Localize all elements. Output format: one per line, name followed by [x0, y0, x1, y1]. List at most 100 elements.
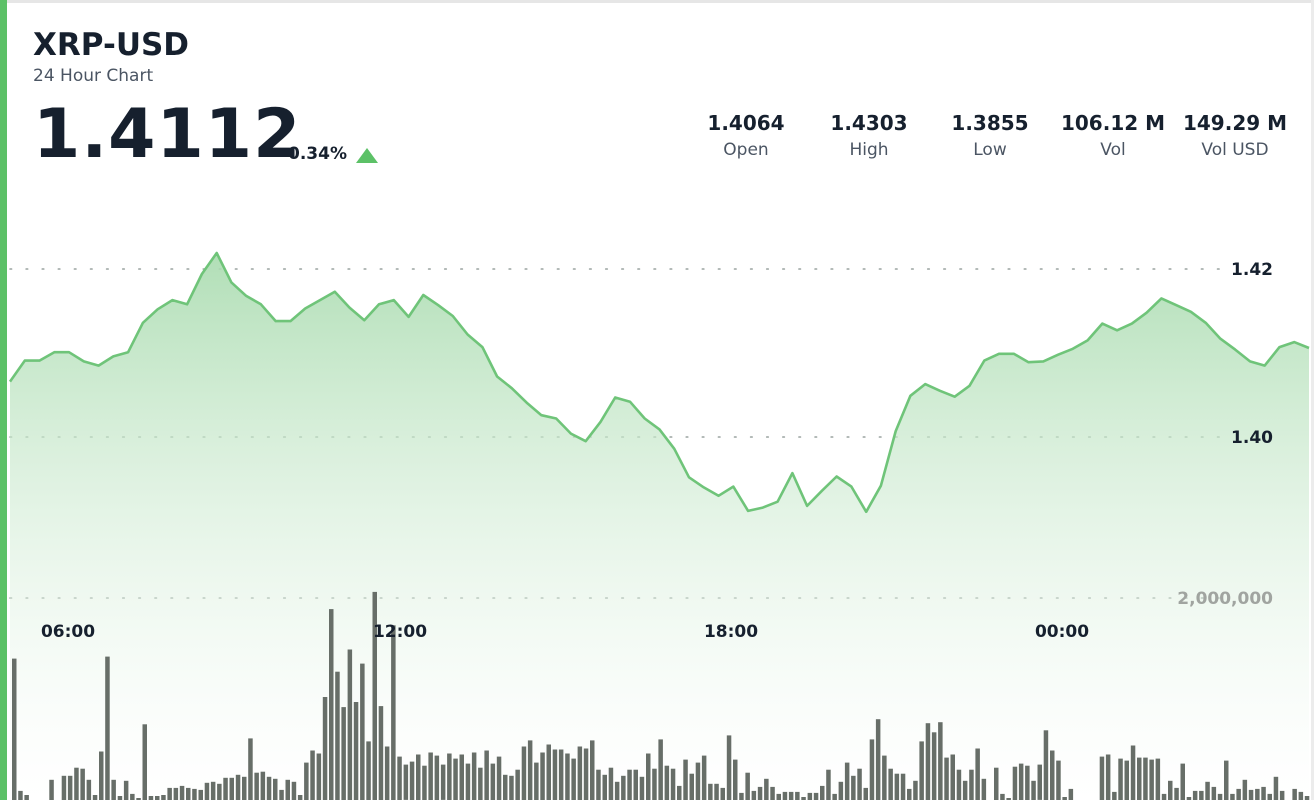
volume-bar — [590, 740, 595, 800]
volume-bar — [844, 762, 850, 800]
volume-bar — [117, 796, 123, 800]
volume-bar — [695, 762, 701, 800]
volume-bar — [776, 793, 781, 800]
volume-bar — [217, 783, 222, 800]
symbol-title: XRP-USD — [33, 27, 190, 63]
volume-bar — [720, 787, 725, 800]
volume-bar — [1279, 790, 1285, 800]
volume-bar — [130, 793, 135, 800]
volume-bar — [527, 740, 533, 800]
volume-bar — [639, 776, 645, 800]
volume-bar — [329, 609, 334, 800]
volume-bar — [1230, 793, 1235, 800]
volume-bar — [969, 769, 974, 800]
volume-bar — [919, 741, 924, 800]
volume-bar — [944, 757, 949, 800]
volume-bar — [372, 591, 377, 800]
volume-tick-label: 2,000,000 — [1177, 589, 1273, 609]
volume-bar — [148, 796, 154, 800]
x-tick-label: 12:00 — [373, 622, 427, 642]
x-tick-label: 18:00 — [704, 622, 758, 642]
volume-bar — [826, 769, 831, 800]
volume-bar — [1217, 793, 1223, 800]
volume-bar — [863, 787, 868, 800]
volume-bar — [540, 752, 545, 800]
volume-bar — [1236, 788, 1241, 800]
volume-bar — [509, 775, 514, 800]
volume-bar — [851, 775, 856, 800]
volume-bar — [875, 719, 881, 800]
volume-bar — [813, 792, 819, 800]
volume-bar — [1298, 791, 1304, 800]
volume-bar — [726, 735, 732, 800]
volume-bar — [714, 783, 719, 800]
volume-bar — [801, 797, 806, 800]
axis-labels: 1.42 1.40 2,000,000 06:00 12:00 18:00 00:00 — [41, 260, 1273, 642]
volume-bar — [515, 769, 520, 800]
volume-bar — [888, 768, 893, 800]
stat-high-value: 1.4303 — [830, 111, 908, 135]
volume-bar — [931, 732, 937, 800]
volume-bar — [341, 707, 346, 800]
volume-bar — [273, 778, 278, 800]
volume-bar — [900, 773, 906, 800]
volume-bar — [739, 792, 744, 800]
volume-bar — [248, 738, 253, 800]
volume-bar — [428, 752, 433, 800]
volume-bar — [18, 790, 23, 800]
volume-bar — [683, 759, 688, 800]
volume-bar — [80, 768, 85, 800]
volume-bar — [652, 768, 657, 800]
volume-bar — [254, 772, 259, 800]
volume-bar — [229, 777, 234, 800]
volume-bar — [235, 774, 241, 800]
volume-bar — [335, 671, 340, 800]
price-line — [8, 251, 1310, 514]
volume-bar — [179, 785, 185, 800]
stat-open-label: Open — [723, 140, 769, 160]
volume-bar — [204, 782, 210, 800]
volume-bar — [925, 723, 931, 800]
volume-bar — [67, 775, 73, 800]
volume-bar — [857, 768, 862, 800]
volume-bar — [1248, 789, 1254, 800]
volume-bar — [459, 754, 464, 800]
volume-bar — [664, 765, 670, 800]
volume-bar — [770, 786, 775, 800]
volume-bar — [577, 746, 583, 800]
volume-bar — [670, 768, 676, 800]
volume-bar — [434, 755, 440, 800]
volume-bar — [807, 792, 813, 800]
right-border — [1311, 0, 1314, 800]
volume-bar — [453, 758, 458, 800]
volume-bar — [1018, 763, 1024, 800]
volume-bar — [310, 750, 315, 800]
stat-low: 1.3855 Low — [930, 111, 1050, 160]
volume-bar — [1143, 757, 1148, 800]
volume-bar — [397, 756, 402, 800]
volume-bar — [894, 773, 900, 800]
volume-bar — [92, 795, 98, 800]
volume-bars — [12, 591, 1310, 800]
volume-bar — [869, 739, 875, 800]
volume-bar — [366, 741, 371, 800]
volume-bar — [1006, 798, 1011, 800]
volume-bar — [74, 767, 79, 800]
volume-bar — [1099, 756, 1105, 800]
top-border — [0, 0, 1314, 3]
volume-bar — [1168, 780, 1173, 800]
volume-bar — [403, 764, 409, 800]
volume-bar — [565, 753, 570, 800]
volume-bar — [99, 751, 104, 800]
volume-bar — [633, 769, 638, 800]
volume-bar — [558, 749, 564, 800]
volume-bar — [1149, 759, 1154, 800]
volume-bar — [136, 798, 141, 800]
stat-low-label: Low — [973, 140, 1007, 160]
volume-bar — [708, 783, 713, 800]
volume-bar — [956, 769, 962, 800]
volume-bar — [347, 649, 353, 800]
stat-vol-usd-label: Vol USD — [1201, 140, 1269, 160]
volume-bar — [795, 791, 800, 800]
